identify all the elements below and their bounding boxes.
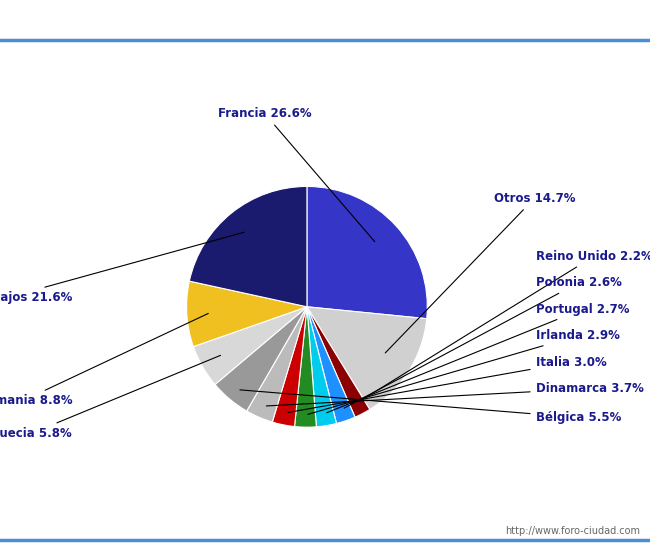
Wedge shape (247, 307, 307, 422)
Wedge shape (187, 281, 307, 346)
Wedge shape (272, 307, 307, 427)
Wedge shape (307, 307, 370, 417)
Text: Suecia 5.8%: Suecia 5.8% (0, 355, 220, 439)
Text: Sabiñánigo - Turistas extranjeros según país - Abril de 2024: Sabiñánigo - Turistas extranjeros según … (77, 12, 573, 28)
Text: Polonia 2.6%: Polonia 2.6% (344, 276, 621, 408)
Text: Otros 14.7%: Otros 14.7% (385, 192, 575, 353)
Text: Reino Unido 2.2%: Reino Unido 2.2% (359, 250, 650, 402)
Wedge shape (307, 186, 427, 318)
Text: Irlanda 2.9%: Irlanda 2.9% (308, 329, 619, 414)
Wedge shape (189, 186, 307, 307)
Wedge shape (307, 307, 427, 409)
Text: Francia 26.6%: Francia 26.6% (218, 107, 375, 242)
Wedge shape (294, 307, 317, 427)
Text: Países Bajos 21.6%: Países Bajos 21.6% (0, 232, 244, 304)
Wedge shape (193, 307, 307, 384)
Wedge shape (307, 307, 355, 424)
Wedge shape (215, 307, 307, 411)
Text: Italia 3.0%: Italia 3.0% (288, 356, 606, 412)
Text: http://www.foro-ciudad.com: http://www.foro-ciudad.com (505, 526, 640, 536)
Text: Portugal 2.7%: Portugal 2.7% (327, 302, 629, 412)
Text: Bélgica 5.5%: Bélgica 5.5% (240, 390, 621, 424)
Text: Alemania 8.8%: Alemania 8.8% (0, 314, 208, 407)
Wedge shape (307, 307, 337, 427)
Text: Dinamarca 3.7%: Dinamarca 3.7% (266, 382, 644, 406)
